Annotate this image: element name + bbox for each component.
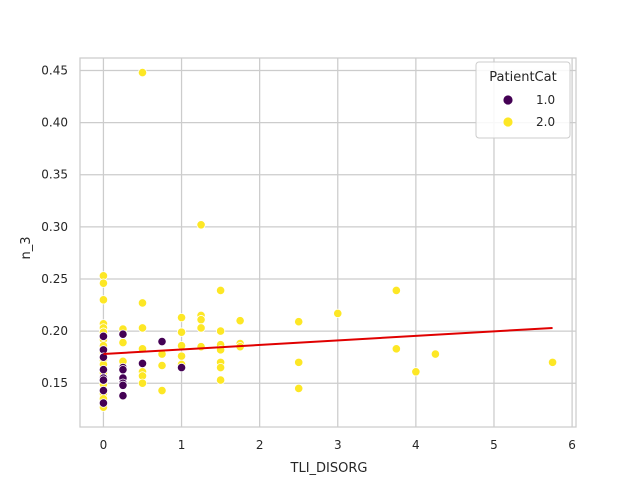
y-tick-label: 0.35 bbox=[41, 168, 68, 182]
data-point bbox=[176, 351, 187, 361]
data-point bbox=[118, 365, 128, 375]
x-tick-label: 3 bbox=[334, 438, 342, 452]
data-point bbox=[294, 357, 304, 367]
data-point bbox=[98, 375, 109, 385]
data-point bbox=[137, 378, 148, 388]
y-tick-label: 0.30 bbox=[41, 220, 68, 234]
data-point bbox=[118, 337, 128, 348]
x-axis-label: TLI_DISORG bbox=[290, 461, 368, 476]
legend-marker-1 bbox=[502, 94, 514, 106]
data-point bbox=[176, 362, 187, 373]
data-point bbox=[176, 312, 187, 323]
data-point bbox=[176, 327, 187, 337]
legend: PatientCat 1.0 2.0 bbox=[475, 61, 571, 139]
y-tick-label: 0.40 bbox=[41, 116, 68, 130]
data-point bbox=[137, 358, 148, 369]
data-point bbox=[196, 323, 206, 333]
data-point bbox=[137, 298, 148, 308]
legend-marker-2 bbox=[502, 116, 514, 128]
x-tick-label: 5 bbox=[490, 438, 498, 452]
x-tick-label: 2 bbox=[256, 438, 264, 452]
x-tick-label: 4 bbox=[412, 438, 420, 452]
data-point bbox=[137, 67, 148, 78]
data-point bbox=[391, 285, 401, 296]
data-point bbox=[137, 323, 148, 333]
data-point bbox=[98, 352, 109, 362]
data-point bbox=[98, 385, 109, 396]
x-tick-label: 6 bbox=[568, 438, 576, 452]
legend-box bbox=[475, 61, 571, 139]
data-point bbox=[391, 344, 401, 354]
data-point bbox=[430, 349, 441, 359]
regression-line bbox=[103, 326, 553, 356]
y-tick-label: 0.45 bbox=[41, 64, 68, 78]
x-tick-label: 1 bbox=[178, 438, 186, 452]
data-point bbox=[547, 357, 558, 367]
y-tick-label: 0.20 bbox=[41, 324, 68, 338]
data-point bbox=[157, 385, 167, 396]
data-point bbox=[98, 398, 109, 408]
data-point bbox=[196, 220, 206, 230]
data-point bbox=[235, 316, 245, 326]
data-point bbox=[98, 295, 109, 305]
data-point bbox=[215, 326, 226, 336]
data-point bbox=[98, 278, 109, 288]
data-point bbox=[294, 383, 304, 394]
data-point bbox=[215, 285, 226, 296]
y-tick-label: 0.15 bbox=[41, 376, 68, 390]
data-point bbox=[118, 329, 128, 339]
data-point bbox=[118, 380, 128, 390]
y-axis-label: n_3 bbox=[19, 236, 34, 259]
data-point bbox=[157, 360, 167, 371]
data-point bbox=[294, 317, 304, 327]
data-point bbox=[196, 342, 206, 352]
x-tick-label: 0 bbox=[100, 438, 108, 452]
y-tick-label: 0.25 bbox=[41, 272, 68, 286]
data-point bbox=[157, 336, 167, 347]
legend-title: PatientCat bbox=[489, 70, 556, 85]
y-tick-labels: 0.15 0.20 0.25 0.30 0.35 0.40 0.45 bbox=[41, 64, 68, 391]
legend-label-1: 1.0 bbox=[536, 93, 555, 107]
data-point bbox=[411, 367, 421, 377]
legend-label-2: 2.0 bbox=[536, 115, 555, 129]
data-point bbox=[215, 375, 226, 385]
data-points bbox=[98, 67, 558, 412]
data-point bbox=[98, 331, 109, 341]
data-point bbox=[333, 308, 343, 318]
data-point bbox=[196, 315, 206, 325]
plot-frame bbox=[79, 57, 577, 428]
x-tick-labels: 0 1 2 3 4 5 6 bbox=[100, 438, 576, 452]
data-point bbox=[118, 391, 128, 401]
data-point bbox=[215, 362, 226, 373]
data-point bbox=[98, 365, 109, 375]
